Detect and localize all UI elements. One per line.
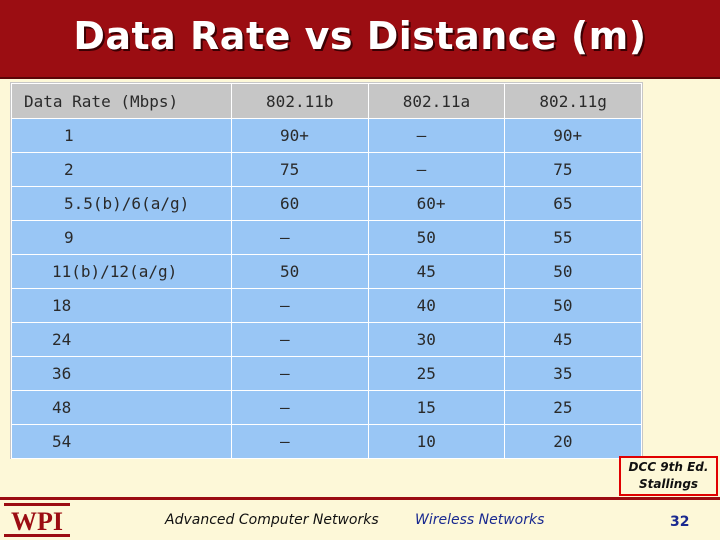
table-row: 1 90+ — 90+ (11, 118, 642, 153)
cell-80211b: — (230, 322, 369, 357)
cell-rate: 5.5(b)/6(a/g) (11, 186, 232, 221)
cell-80211a: 60+ (367, 186, 506, 221)
table-row: 54 — 10 20 (11, 424, 642, 459)
cell-80211g: 20 (504, 424, 642, 459)
cell-rate: 24 (11, 322, 232, 357)
cell-80211g: 25 (504, 390, 642, 425)
cell-80211a: 30 (367, 322, 506, 357)
cell-80211b: — (230, 390, 369, 425)
data-rate-table-container: Data Rate (Mbps) 802.11b 802.11a 802.11g… (10, 82, 643, 459)
cell-80211b: 75 (230, 152, 369, 187)
cell-80211a: 40 (367, 288, 506, 323)
footer-topic: Wireless Networks (415, 512, 545, 528)
cell-80211a: 25 (367, 356, 506, 391)
table-row: 11(b)/12(a/g) 50 45 50 (11, 254, 642, 289)
cell-rate: 54 (11, 424, 232, 459)
header-80211b: 802.11b (230, 83, 369, 119)
cell-80211g: 45 (504, 322, 642, 357)
cell-80211b: — (230, 220, 369, 255)
cell-rate: 2 (11, 152, 232, 187)
cell-80211g: 50 (504, 254, 642, 289)
cell-80211a: 50 (367, 220, 506, 255)
cell-80211b: — (230, 356, 369, 391)
cell-80211a: — (367, 118, 506, 153)
data-rate-table: Data Rate (Mbps) 802.11b 802.11a 802.11g… (11, 83, 642, 459)
citation-line-1: DCC 9th Ed. (628, 460, 709, 474)
footer-divider (0, 497, 720, 500)
cell-80211g: 65 (504, 186, 642, 221)
cell-80211a: 45 (367, 254, 506, 289)
header-80211a: 802.11a (367, 83, 506, 119)
table-header-row: Data Rate (Mbps) 802.11b 802.11a 802.11g (11, 83, 642, 119)
cell-80211g: 35 (504, 356, 642, 391)
cell-80211b: — (230, 424, 369, 459)
cell-80211a: 15 (367, 390, 506, 425)
table-row: 18 — 40 50 (11, 288, 642, 323)
table-row: 36 — 25 35 (11, 356, 642, 391)
cell-80211g: 55 (504, 220, 642, 255)
cell-rate: 18 (11, 288, 232, 323)
slide-title: Data Rate vs Distance (m) (73, 14, 647, 58)
cell-rate: 9 (11, 220, 232, 255)
citation-line-2: Stallings (638, 477, 699, 491)
cell-80211b: — (230, 288, 369, 323)
title-bar: Data Rate vs Distance (m) (0, 0, 720, 79)
cell-80211a: — (367, 152, 506, 187)
cell-80211a: 10 (367, 424, 506, 459)
cell-80211b: 50 (230, 254, 369, 289)
cell-rate: 48 (11, 390, 232, 425)
logo-text: WPI (11, 507, 63, 536)
cell-80211g: 50 (504, 288, 642, 323)
citation-box: DCC 9th Ed. Stallings (619, 456, 718, 496)
cell-80211g: 75 (504, 152, 642, 187)
wpi-logo: WPI (4, 503, 70, 537)
table-row: 5.5(b)/6(a/g) 60 60+ 65 (11, 186, 642, 221)
footer-course: Advanced Computer Networks (165, 512, 379, 528)
cell-80211b: 60 (230, 186, 369, 221)
cell-80211g: 90+ (504, 118, 642, 153)
cell-rate: 1 (11, 118, 232, 153)
cell-rate: 36 (11, 356, 232, 391)
header-data-rate: Data Rate (Mbps) (11, 83, 232, 119)
header-80211g: 802.11g (504, 83, 642, 119)
table-row: 48 — 15 25 (11, 390, 642, 425)
page-number: 32 (670, 514, 690, 530)
table-row: 24 — 30 45 (11, 322, 642, 357)
cell-rate: 11(b)/12(a/g) (11, 254, 232, 289)
table-row: 9 — 50 55 (11, 220, 642, 255)
cell-80211b: 90+ (230, 118, 369, 153)
table-row: 2 75 — 75 (11, 152, 642, 187)
